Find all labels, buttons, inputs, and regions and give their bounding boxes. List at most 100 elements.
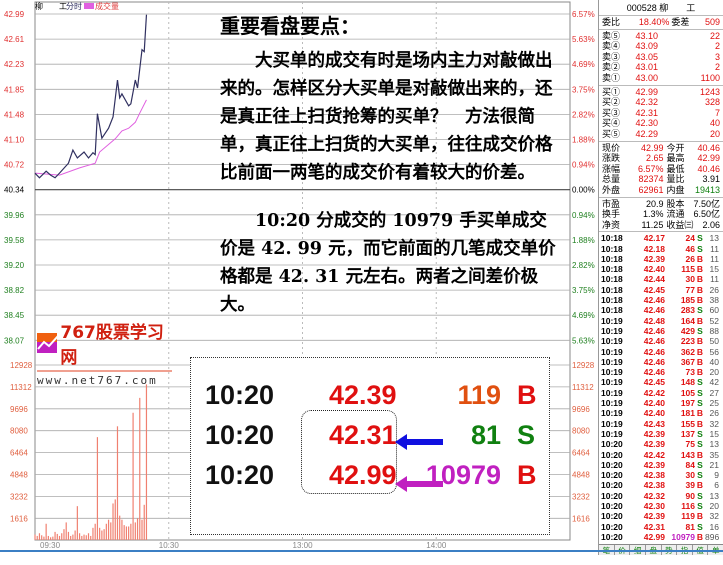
trade-count: 21	[709, 459, 719, 470]
trade-time: 10:19	[601, 387, 623, 398]
trade-price: 42.44	[643, 274, 665, 285]
order-book-row: 买⑤ 42.29 20	[599, 129, 723, 140]
trade-volume: 84	[685, 459, 695, 470]
trade-volume: 81	[470, 420, 501, 450]
trade-price: 42.46	[643, 325, 665, 336]
price-tick-label: 41.85	[4, 85, 25, 94]
trade-row[interactable]: 10:20 42.42 143 B 35	[599, 450, 723, 460]
volume-tick-label: 11312	[572, 383, 594, 392]
trade-row[interactable]: 10:19 42.40 197 S 25	[599, 398, 723, 408]
trade-side: S	[697, 490, 703, 501]
chart-header-label[interactable]: 分时	[66, 1, 82, 11]
quote-label: 收益㈢	[666, 219, 694, 230]
trade-price: 42.45	[643, 377, 665, 388]
trade-time: 10:19	[601, 367, 623, 378]
trade-price: 42.31	[643, 521, 665, 532]
order-book-row: 卖④ 43.09 2	[599, 41, 723, 52]
trade-volume: 115	[681, 264, 695, 275]
zoom-trade-row: 10:20 42.39 119 B	[191, 380, 551, 416]
annotation-paragraph-2: 10:20 分成交的 10979 手买单成交价是 42. 99 元，而它前面的几…	[220, 211, 556, 315]
trade-price: 42.46	[643, 305, 665, 316]
trade-row[interactable]: 10:19 42.46 223 B 50	[599, 336, 723, 346]
level-label: 买④	[602, 118, 621, 129]
trade-volume: 283	[680, 305, 695, 316]
trade-price: 42.39	[643, 428, 665, 439]
level-price: 42.32	[635, 97, 658, 108]
quote-label: 换手	[602, 209, 621, 220]
trade-row[interactable]: 10:19 42.42 105 S 27	[599, 388, 723, 398]
trade-row[interactable]: 10:19 42.46 73 B 20	[599, 367, 723, 377]
trade-price: 42.46	[643, 367, 665, 378]
trade-row[interactable]: 10:18 42.39 26 B 11	[599, 254, 723, 264]
quote-label: 今开	[666, 142, 685, 153]
level-price: 43.05	[635, 51, 658, 62]
trade-row[interactable]: 10:18 42.17 24 S 13	[599, 233, 723, 243]
trade-price: 42.38	[643, 480, 665, 491]
volume-tick-label: 1616	[572, 514, 590, 523]
trade-row[interactable]: 10:20 42.32 90 S 13	[599, 491, 723, 501]
trade-volume: 90	[685, 490, 695, 501]
trade-row[interactable]: 10:19 42.46 367 B 40	[599, 357, 723, 367]
quote-value: 40.46	[697, 142, 720, 153]
trade-row[interactable]: 10:20 42.39 119 B 32	[599, 511, 723, 521]
trade-volume: 75	[685, 439, 695, 450]
trade-row[interactable]: 10:20 42.31 81 S 16	[599, 522, 723, 532]
trade-row[interactable]: 10:18 42.46 185 B 38	[599, 295, 723, 305]
quote-value: 6.50亿	[693, 209, 720, 220]
trade-row[interactable]: 10:19 42.48 164 B 52	[599, 316, 723, 326]
trade-row[interactable]: 10:18 42.18 46 S 11	[599, 244, 723, 254]
trade-row[interactable]: 10:18 42.46 283 S 60	[599, 305, 723, 315]
trade-volume: 185	[680, 295, 695, 306]
trade-time: 10:18	[601, 264, 623, 275]
trade-row[interactable]: 10:18 42.44 30 B 11	[599, 274, 723, 284]
quote-value: 19413	[694, 184, 720, 195]
trade-time: 10:18	[601, 253, 623, 264]
trade-price: 42.18	[643, 243, 665, 254]
price-tick-label: 38.07	[4, 336, 25, 345]
volume-tick-label: 8080	[10, 427, 28, 436]
price-tick-label: 38.82	[4, 286, 25, 295]
intraday-chart[interactable]: 柳 工分时 成交量 42.99 6.57% 42.61 5.63% 42.23 4.69% 41…	[0, 0, 598, 552]
trade-side: B	[696, 253, 704, 264]
pct-tick-label: 3.75%	[572, 286, 595, 295]
trade-row[interactable]: 10:19 42.45 148 S 42	[599, 377, 723, 387]
trade-ticker-list[interactable]: 10:18 42.17 24 S 13 10:18 42.18 46 S 11 10:18 42.39…	[599, 232, 723, 542]
trade-time: 10:19	[601, 377, 623, 388]
trade-row[interactable]: 10:19 42.46 429 S 88	[599, 326, 723, 336]
trade-row[interactable]: 10:18 42.45 77 B 26	[599, 285, 723, 295]
trade-count: 52	[709, 315, 719, 326]
trade-time: 10:20	[601, 459, 623, 470]
trade-time: 10:18	[601, 274, 623, 285]
trade-count: 16	[709, 521, 719, 532]
trade-count: 9	[714, 470, 719, 481]
trade-row[interactable]: 10:20 42.38 39 B 6	[599, 480, 723, 490]
level-volume: 22	[709, 30, 720, 41]
trade-row[interactable]: 10:19 42.39 137 S 15	[599, 429, 723, 439]
trade-row[interactable]: 10:19 42.43 155 B 32	[599, 419, 723, 429]
trade-time: 10:19	[601, 356, 623, 367]
trade-price: 42.99	[643, 531, 665, 542]
trade-price: 42.32	[643, 490, 665, 501]
quote-value: 62961	[638, 184, 664, 195]
volume-tick-label: 8080	[572, 427, 590, 436]
trade-row[interactable]: 10:20 42.30 116 S 20	[599, 501, 723, 511]
trade-time: 10:20	[601, 511, 623, 522]
trade-row[interactable]: 10:19 42.40 181 B 26	[599, 408, 723, 418]
quote-row: 净资 11.25 收益㈢ 2.06	[599, 220, 723, 231]
trade-side: B	[696, 511, 704, 522]
volume-tick-label: 3232	[572, 492, 590, 501]
quote-label: 涨跌	[602, 153, 621, 164]
trade-row[interactable]: 10:18 42.40 115 B 15	[599, 264, 723, 274]
volume-tick-label: 4848	[572, 471, 590, 480]
trade-row[interactable]: 10:19 42.46 362 B 56	[599, 347, 723, 357]
pct-tick-label: 2.82%	[572, 261, 595, 270]
quote-label: 最低	[666, 163, 685, 174]
trade-row[interactable]: 10:20 42.39 84 S 21	[599, 460, 723, 470]
price-tick-label: 39.58	[4, 236, 25, 245]
trade-row[interactable]: 10:20 42.99 10979 B 896	[599, 532, 723, 542]
trade-row[interactable]: 10:20 42.38 30 S 9	[599, 470, 723, 480]
level-label: 卖②	[602, 62, 621, 73]
trade-row[interactable]: 10:20 42.39 75 S 13	[599, 439, 723, 449]
level-label: 卖④	[602, 41, 621, 52]
time-tick-label: 10:30	[159, 541, 180, 550]
